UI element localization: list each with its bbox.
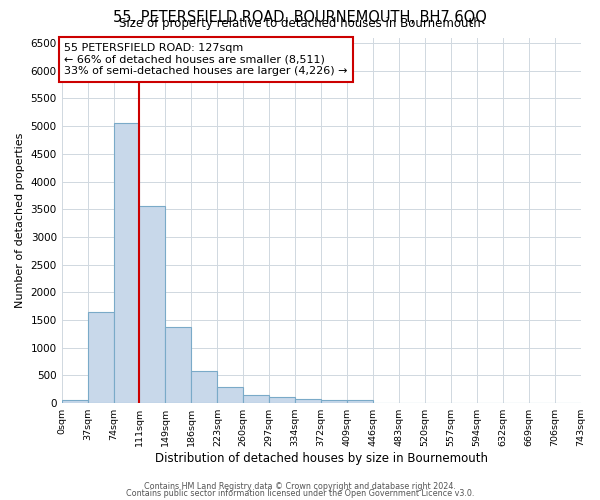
Bar — [347, 400, 373, 403]
Bar — [113, 124, 139, 403]
Bar — [217, 387, 243, 403]
Bar — [321, 400, 347, 403]
Text: Size of property relative to detached houses in Bournemouth: Size of property relative to detached ho… — [119, 18, 481, 30]
Y-axis label: Number of detached properties: Number of detached properties — [15, 132, 25, 308]
Text: Contains HM Land Registry data © Crown copyright and database right 2024.: Contains HM Land Registry data © Crown c… — [144, 482, 456, 491]
Text: 55 PETERSFIELD ROAD: 127sqm
← 66% of detached houses are smaller (8,511)
33% of : 55 PETERSFIELD ROAD: 127sqm ← 66% of det… — [64, 43, 348, 76]
Text: Contains public sector information licensed under the Open Government Licence v3: Contains public sector information licen… — [126, 488, 474, 498]
Bar — [295, 399, 321, 403]
Bar — [139, 206, 166, 403]
Text: 55, PETERSFIELD ROAD, BOURNEMOUTH, BH7 6QQ: 55, PETERSFIELD ROAD, BOURNEMOUTH, BH7 6… — [113, 10, 487, 25]
X-axis label: Distribution of detached houses by size in Bournemouth: Distribution of detached houses by size … — [155, 452, 488, 465]
Bar — [269, 397, 295, 403]
Bar — [62, 400, 88, 403]
Bar — [191, 371, 217, 403]
Bar — [166, 326, 191, 403]
Bar — [88, 312, 113, 403]
Bar — [243, 395, 269, 403]
